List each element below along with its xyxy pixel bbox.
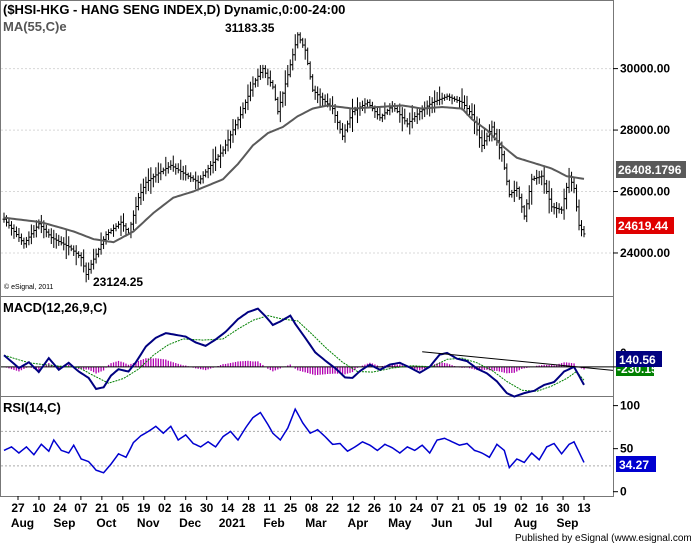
x-day-label: 16 xyxy=(535,501,549,515)
x-day-label: 21 xyxy=(95,501,109,515)
x-day-label: 10 xyxy=(32,501,46,515)
x-month-label: Mar xyxy=(305,516,327,530)
x-day-label: 30 xyxy=(556,501,570,515)
x-day-label: 05 xyxy=(116,501,130,515)
rsi-last-box xyxy=(616,456,656,472)
macd-last-box xyxy=(616,351,662,367)
price-tick-label: 28000.00 xyxy=(620,123,670,137)
chart-title: ($HSI-HKG - HANG SENG INDEX,D) Dynamic,0… xyxy=(3,2,345,17)
x-day-label: 22 xyxy=(326,501,340,515)
price-tick-label: 26000.00 xyxy=(620,185,670,199)
price-tick-label: 24000.00 xyxy=(620,246,670,260)
ma-label: MA(55,C)e xyxy=(3,19,67,34)
price-bars xyxy=(2,32,586,283)
price-tick-label: 30000.00 xyxy=(620,62,670,76)
x-month-label: Oct xyxy=(96,516,116,530)
price-axis-ticks: 30000.00 28000.00 26000.00 24000.00 xyxy=(613,62,670,260)
low-annotation: 23124.25 xyxy=(93,275,143,289)
rsi-panel-frame xyxy=(0,396,614,497)
ma-last-box xyxy=(616,161,686,178)
high-annotation: 31183.35 xyxy=(225,21,275,35)
x-day-label: 19 xyxy=(493,501,507,515)
x-month-label: Jun xyxy=(431,516,452,530)
rsi-tick-label: 0 xyxy=(620,485,627,499)
x-day-label: 21 xyxy=(452,501,466,515)
footer-credit: Published by eSignal (www.esignal.com) xyxy=(515,533,691,544)
x-day-label: 30 xyxy=(200,501,214,515)
macd-title: MACD(12,26,9,C) xyxy=(3,300,107,315)
macd-last-label: 140.56 xyxy=(619,353,656,367)
ma-last-label: 26408.1796 xyxy=(618,163,682,177)
rsi-axis-ticks: 100 50 0 xyxy=(613,399,640,499)
x-day-label: 07 xyxy=(431,501,445,515)
x-day-label: 02 xyxy=(514,501,528,515)
price-gridlines xyxy=(1,68,613,254)
rsi-title: RSI(14,C) xyxy=(3,400,61,415)
x-month-label: Dec xyxy=(179,516,201,530)
x-day-label: 02 xyxy=(158,501,172,515)
x-month-label: Nov xyxy=(137,516,160,530)
price-last-box xyxy=(616,217,674,234)
x-day-label: 24 xyxy=(53,501,67,515)
x-day-label: 16 xyxy=(179,501,193,515)
x-day-label: 25 xyxy=(284,501,298,515)
x-day-label: 07 xyxy=(74,501,88,515)
x-day-label: 28 xyxy=(242,501,256,515)
rsi-line xyxy=(3,407,585,474)
x-day-label: 08 xyxy=(305,501,319,515)
x-month-label: Aug xyxy=(11,516,34,530)
price-last-label: 24619.44 xyxy=(618,219,668,233)
x-day-label: 26 xyxy=(368,501,382,515)
price-bar xyxy=(582,225,586,238)
x-day-label: 24 xyxy=(410,501,424,515)
x-day-label: 05 xyxy=(473,501,487,515)
x-month-label: May xyxy=(388,516,412,530)
x-day-label: 19 xyxy=(137,501,151,515)
watermark: © eSignal, 2011 xyxy=(4,283,54,291)
x-month-label: 2021 xyxy=(219,516,246,530)
x-day-label: 13 xyxy=(577,501,591,515)
macd-line xyxy=(3,307,585,398)
x-month-label: Sep xyxy=(53,516,75,530)
x-day-label: 10 xyxy=(389,501,403,515)
x-day-label: 14 xyxy=(221,501,235,515)
x-day-label: 11 xyxy=(263,501,276,515)
x-month-label: Feb xyxy=(263,516,284,530)
x-month-label: Apr xyxy=(348,516,369,530)
ma-line xyxy=(3,104,585,244)
macd-histogram xyxy=(5,358,618,376)
price-panel-frame xyxy=(0,0,614,297)
x-month-label: Aug xyxy=(514,516,537,530)
rsi-tick-label: 100 xyxy=(620,399,640,413)
macd-trendline xyxy=(422,351,614,371)
x-day-label: 27 xyxy=(11,501,25,515)
x-axis: 27 10 24 07 21 05 19 02 16 30 14 28 11 25 08 22 12 26 10 24… xyxy=(11,496,591,530)
rsi-tick-label: 50 xyxy=(620,442,634,456)
x-day-label: 12 xyxy=(347,501,361,515)
x-month-label: Sep xyxy=(557,516,579,530)
x-month-label: Jul xyxy=(475,516,492,530)
rsi-last-label: 34.27 xyxy=(619,458,649,472)
